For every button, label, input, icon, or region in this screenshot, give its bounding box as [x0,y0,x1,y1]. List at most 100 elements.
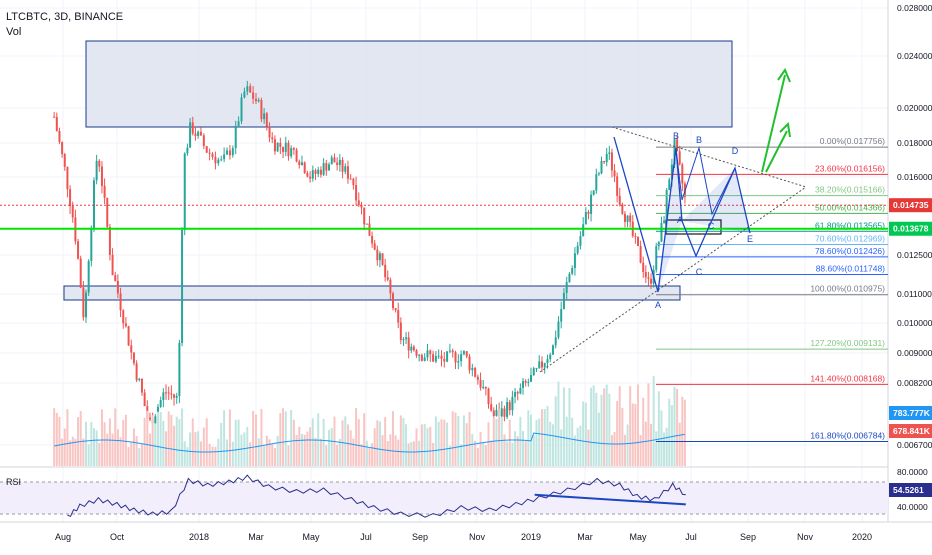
candle-body [605,153,608,163]
volume-bar [260,408,263,466]
candle [199,127,202,136]
candle-body [495,409,498,416]
volume-bar [437,421,440,466]
candle [127,325,130,346]
volume-bar [626,424,629,466]
volume-bar [476,447,479,466]
candle-body [355,185,358,201]
volume-bar [263,445,266,466]
candle [220,155,223,162]
volume-bar [405,424,408,466]
volume-bar [557,381,560,466]
volume-bar [186,447,189,466]
candle [265,112,268,131]
candle-body [655,246,658,270]
rsi-value-tag-bg [889,483,932,497]
candle [124,317,127,328]
candle-body [423,357,426,361]
candle-body [322,163,325,175]
volume-bar [181,408,184,466]
candle [132,352,135,366]
candle-body [665,190,668,221]
candle [503,405,506,422]
candle [389,277,392,300]
candle [394,308,397,313]
volume-bar [399,415,402,466]
time-tick-label: 2019 [521,532,541,542]
candle [273,135,276,155]
candle [240,93,243,125]
candle [386,270,389,282]
volume-bar [511,442,514,466]
candle [565,276,568,301]
candle-body [660,222,663,242]
volume-bar [665,427,668,466]
demand-zone-box [63,285,681,301]
candle [676,135,679,152]
volume-bar [306,431,309,466]
volume-bar [429,426,432,466]
candle-body [341,159,344,172]
candle-body [543,363,546,368]
candle [530,367,532,383]
volume-bar [162,420,165,466]
volume-bar [360,444,363,466]
volume-bar [53,408,56,466]
candle-body [328,164,331,171]
rsi-band-fill [0,482,888,514]
candle [162,388,165,408]
candle-body [516,392,519,394]
volume-bar [74,438,77,466]
candle [333,153,336,163]
candle-body [287,142,290,157]
time-tick-label: Sep [412,532,428,542]
volume-bar [368,447,371,466]
candle [655,242,658,273]
candle [135,360,138,382]
fib-level-label: 0.00%(0.017756) [820,136,885,146]
volume-bar [506,441,509,466]
candle [621,202,624,215]
candle [108,223,111,261]
rsi-tick-label: 80.0000 [897,467,928,477]
candle-body [511,396,514,411]
volume-bar [124,414,127,466]
volume-bar [508,419,511,466]
candle [189,118,192,148]
candle-body [346,166,349,179]
candle-body [454,352,457,363]
candle-body [560,309,563,322]
volume-bar [268,439,271,466]
candle [579,231,582,250]
candle [194,126,197,141]
triangle-layer [539,126,807,373]
candle-body [130,345,133,353]
volume-bar [189,432,192,466]
candle-body [183,153,186,231]
volume-bar [197,431,200,466]
candle-body [524,381,527,383]
candle-body [336,162,339,166]
candle [255,93,257,105]
candle-body [673,139,676,165]
candle [399,317,402,345]
volume-bar [311,418,314,466]
candle [415,349,418,358]
candle [663,215,666,224]
candle [77,238,80,260]
volume-bar [410,442,413,466]
candle-body [173,394,176,398]
candle-body [314,170,317,174]
candle [371,231,374,248]
candle-body [546,359,549,364]
volume-bar [568,387,571,466]
volume-bar [376,420,379,466]
candle-body [194,133,197,136]
candle-body [53,116,56,118]
candle [634,232,637,244]
volume-bar [465,423,468,466]
candle-body [551,345,554,355]
volume-bar [276,435,279,466]
